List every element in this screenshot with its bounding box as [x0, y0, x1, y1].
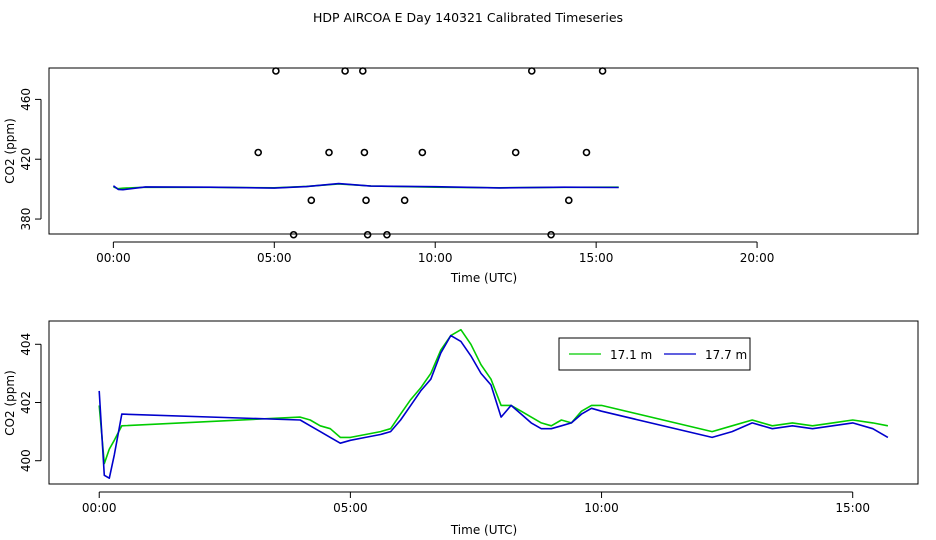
- calibration-point: [547, 230, 555, 239]
- series-line-17-7-m: [98, 334, 889, 480]
- figure-title: HDP AIRCOA E Day 140321 Calibrated Times…: [313, 10, 623, 25]
- top-panel: 00:00 05:00 10:00 15:00 20:00 Time (UTC) 380…: [3, 67, 919, 285]
- calibration-point: [325, 148, 333, 157]
- bottom-x-axis: 00:00 05:00 10:00 15:00 Time (UTC): [82, 491, 870, 537]
- calibration-point: [564, 196, 573, 205]
- top-x-tick-label: 10:00: [418, 251, 453, 265]
- top-x-tick-label: 15:00: [579, 251, 614, 265]
- calibration-point: [360, 148, 369, 157]
- bottom-y-tick-label: 402: [19, 391, 33, 414]
- legend: 17.1 m 17.7 m: [558, 337, 751, 371]
- bottom-x-tick-label: 00:00: [82, 501, 117, 515]
- top-y-axis-label: CO2 (ppm): [3, 118, 17, 184]
- top-y-tick-label: 460: [19, 88, 33, 111]
- series-line-17-1-m: [98, 328, 889, 465]
- calibration-point: [598, 67, 607, 75]
- calibration-point: [254, 148, 263, 157]
- calibration-point: [362, 196, 370, 205]
- top-x-axis: 00:00 05:00 10:00 15:00 20:00 Time (UTC): [96, 241, 775, 285]
- top-y-axis: 380 420 460 CO2 (ppm): [3, 88, 42, 231]
- bottom-y-tick-label: 404: [19, 333, 33, 356]
- top-y-tick-label: 380: [19, 208, 33, 231]
- bottom-x-tick-label: 05:00: [333, 501, 368, 515]
- calibration-point: [307, 196, 316, 205]
- top-plot-frame: [48, 67, 919, 235]
- calibration-point: [289, 230, 298, 239]
- legend-label-17-7m: 17.7 m: [705, 348, 747, 362]
- bottom-x-tick-label: 10:00: [584, 501, 619, 515]
- calibration-point: [527, 67, 536, 75]
- calibration-point: [383, 230, 391, 239]
- calibration-point: [359, 67, 367, 75]
- top-x-tick-label: 20:00: [740, 251, 775, 265]
- legend-label-17-1m: 17.1 m: [610, 348, 652, 362]
- bottom-x-tick-label: 15:00: [835, 501, 870, 515]
- bottom-plot-frame: [48, 320, 919, 485]
- calibration-point: [363, 230, 372, 239]
- top-x-axis-label: Time (UTC): [450, 271, 517, 285]
- calibration-point: [341, 67, 349, 75]
- top-x-tick-label: 00:00: [96, 251, 131, 265]
- top-series-line-1: [112, 182, 619, 191]
- bottom-series-lines: [98, 328, 889, 480]
- bottom-y-tick-label: 400: [19, 449, 33, 472]
- bottom-x-axis-label: Time (UTC): [450, 523, 517, 537]
- top-y-tick-label: 420: [19, 148, 33, 171]
- top-x-tick-label: 05:00: [257, 251, 292, 265]
- calibration-point: [418, 148, 427, 157]
- calibration-point: [400, 196, 409, 205]
- calibration-point: [511, 148, 520, 157]
- calibration-point: [272, 67, 280, 75]
- calibration-point: [582, 148, 591, 157]
- bottom-panel: 00:00 05:00 10:00 15:00 Time (UTC) 40040240…: [3, 320, 919, 537]
- bottom-y-axis-label: CO2 (ppm): [3, 370, 17, 436]
- bottom-y-axis: 400 402 404 CO2 (ppm): [3, 333, 42, 472]
- top-calibration-points: [254, 67, 607, 239]
- top-series-lines: [112, 182, 619, 191]
